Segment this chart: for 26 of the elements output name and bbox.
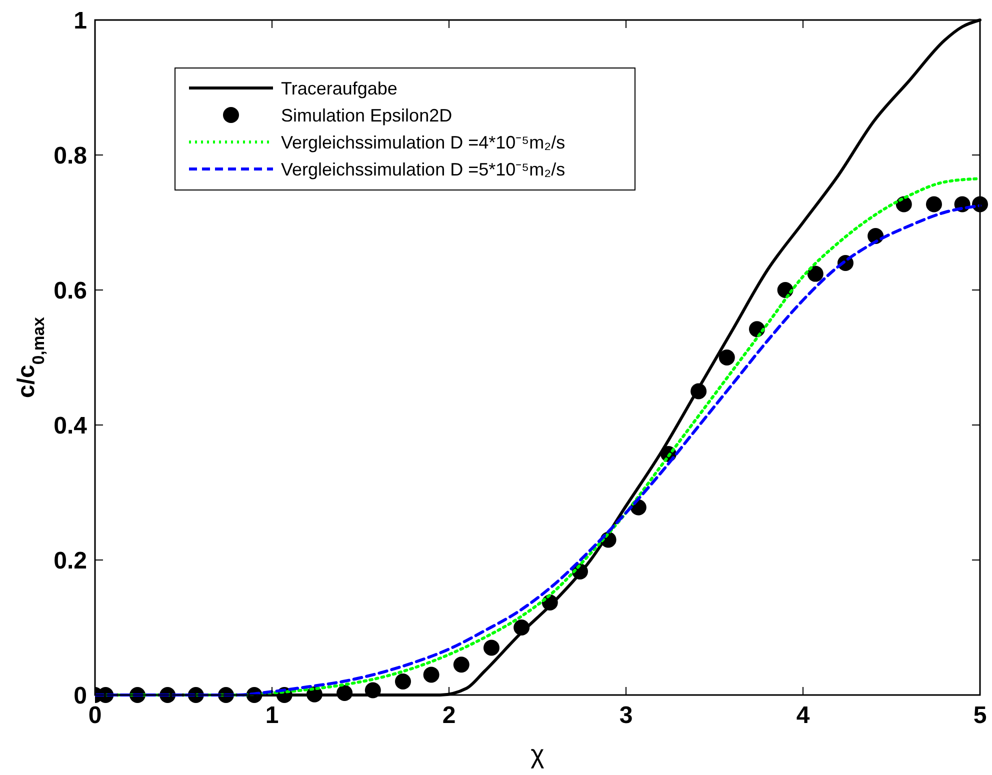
legend-label: Simulation Epsilon2D (281, 105, 452, 126)
point (394, 674, 411, 690)
point (364, 682, 381, 698)
point (690, 383, 707, 400)
x-axis-title: χ (530, 739, 545, 769)
point (423, 666, 440, 683)
x-tick-label: 4 (796, 702, 810, 729)
point (807, 266, 824, 282)
y-tick-label: 0.8 (54, 142, 87, 170)
y-tick-label: 0.2 (54, 547, 87, 574)
x-tick-label: 2 (442, 702, 456, 729)
y-tick-label: 1 (74, 7, 87, 34)
legend-label: Vergleichssimulation D =4*10⁻⁵m₂/s (281, 132, 566, 152)
point (926, 196, 942, 212)
y-tick-label: 0.4 (54, 412, 88, 440)
x-tick-label: 3 (619, 702, 633, 729)
y-tick-label: 0.6 (54, 277, 87, 304)
legend-label: Vergleichssimulation D =5*10⁻⁵m₂/s (281, 159, 566, 180)
point (453, 656, 470, 673)
y-tick-label: 0 (74, 682, 87, 710)
legend-label: Traceraufgabe (281, 78, 398, 98)
point (514, 620, 530, 636)
x-tick-label: 5 (973, 702, 987, 729)
x-tick-label: 1 (265, 702, 279, 729)
point (483, 640, 500, 656)
point (718, 350, 735, 366)
